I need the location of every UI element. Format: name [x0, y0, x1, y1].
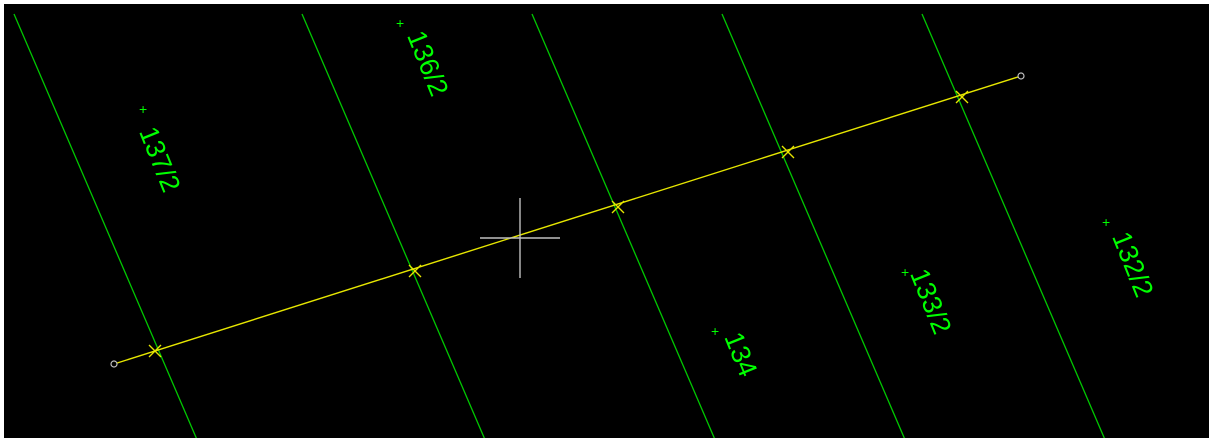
parcel-centroid-plus-icon: + — [711, 323, 719, 339]
x-vertex-marker-icon[interactable] — [955, 90, 969, 104]
x-vertex-marker-icon[interactable] — [611, 200, 625, 214]
x-vertex-marker-icon[interactable] — [148, 344, 162, 358]
parcel-boundary-lines — [13, 13, 1107, 442]
boundary-line[interactable] — [721, 13, 907, 442]
parcel-centroid-plus-icon: + — [139, 101, 147, 117]
polyline-segment[interactable] — [113, 75, 1022, 365]
parcel-centroid-plus-icon: + — [1102, 214, 1110, 230]
polyline-start-endpoint-icon[interactable] — [110, 360, 118, 368]
polyline-vertex-markers — [148, 90, 969, 358]
x-vertex-marker-icon[interactable] — [408, 264, 422, 278]
boundary-line[interactable] — [13, 13, 199, 442]
parcel-centroid-plus-icon: + — [396, 15, 404, 31]
polyline-end-endpoint-icon[interactable] — [1017, 72, 1025, 80]
boundary-line[interactable] — [301, 13, 487, 442]
boundary-line[interactable] — [921, 13, 1107, 442]
parcel-centroid-plus-icon: + — [901, 264, 909, 280]
boundary-line[interactable] — [531, 13, 717, 442]
x-vertex-marker-icon[interactable] — [781, 145, 795, 159]
selected-polyline[interactable] — [110, 72, 1025, 368]
drawing-area-background — [4, 4, 1211, 440]
crosshair-cursor-icon — [480, 198, 560, 278]
